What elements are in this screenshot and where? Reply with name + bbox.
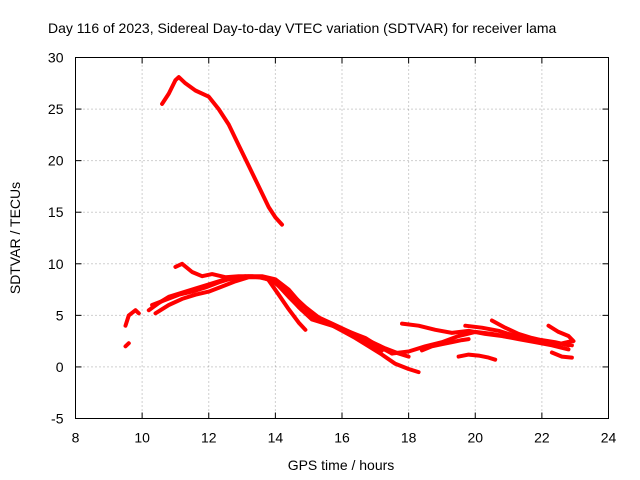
series-arc-10 xyxy=(173,261,411,359)
x-tick-label: 24 xyxy=(601,430,617,446)
y-tick-labels: -5 0 5 10 15 20 25 30 xyxy=(48,50,64,427)
y-tick-label: 25 xyxy=(48,101,64,117)
chart-title: Day 116 of 2023, Sidereal Day-to-day VTE… xyxy=(48,20,557,36)
y-axis-label: SDTVAR / TECUs xyxy=(7,182,23,294)
x-tick-label: 22 xyxy=(534,430,550,446)
x-tick-label: 12 xyxy=(201,430,217,446)
series-arc-late-8 xyxy=(549,350,574,360)
series-arc-late-5 xyxy=(489,318,574,348)
y-tick-label: 30 xyxy=(48,50,64,66)
y-tick-label: 20 xyxy=(48,153,64,169)
y-tick-label: 10 xyxy=(48,256,64,272)
plot-frame xyxy=(75,57,609,419)
series-arc-start xyxy=(123,308,141,328)
x-tick-label: 18 xyxy=(401,430,417,446)
series-arc-small xyxy=(123,341,131,349)
y-tick-label: -5 xyxy=(51,411,64,427)
gridlines xyxy=(75,57,609,419)
series-arc-late-2 xyxy=(400,321,571,352)
x-axis-label: GPS time / hours xyxy=(288,457,395,473)
series-arc-late-3 xyxy=(419,337,471,353)
y-tick-label: 5 xyxy=(56,307,64,323)
series-arc-late-6 xyxy=(456,352,498,362)
x-tick-label: 16 xyxy=(334,430,350,446)
y-tick-label: 15 xyxy=(48,204,64,220)
series-arc-drop xyxy=(266,278,308,332)
series-arc-late-7 xyxy=(546,323,576,344)
x-tick-label: 20 xyxy=(467,430,483,446)
y-tick-label: 0 xyxy=(56,359,64,375)
data-series xyxy=(123,75,576,375)
x-tick-label: 14 xyxy=(268,430,284,446)
series-arc-high xyxy=(160,75,284,227)
x-tick-labels: 8 10 12 14 16 18 20 22 24 xyxy=(72,430,617,446)
series-arc-main-3 xyxy=(153,275,384,353)
x-tick-label: 8 xyxy=(72,430,80,446)
x-tick-label: 10 xyxy=(134,430,150,446)
